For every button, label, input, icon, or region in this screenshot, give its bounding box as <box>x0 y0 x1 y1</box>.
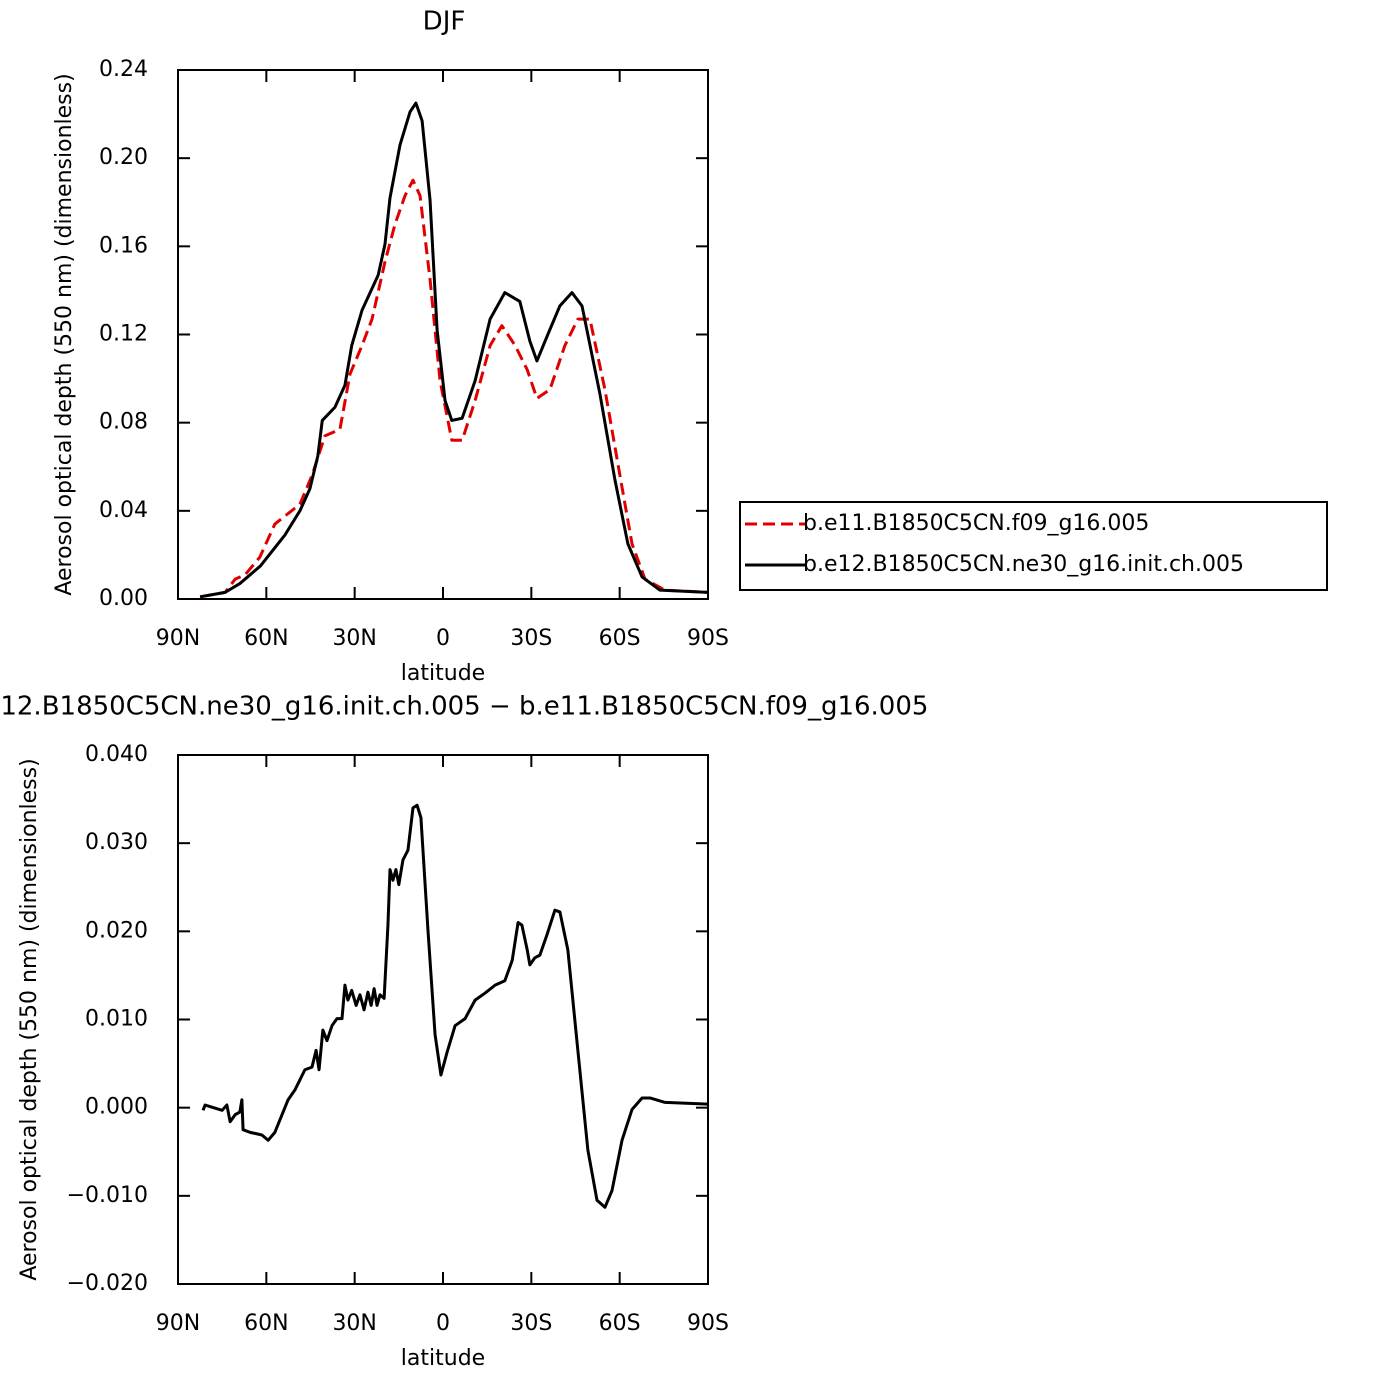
x-tick-label: 30N <box>332 1311 376 1336</box>
data-line <box>199 101 709 599</box>
x-tick-label: 60N <box>244 1311 288 1336</box>
x-tick-label: 60N <box>244 626 288 651</box>
y-tick-label: 0.000 <box>85 1095 148 1120</box>
legend-label: b.e12.B1850C5CN.ne30_g16.init.ch.005 <box>803 552 1244 577</box>
data-line <box>201 803 709 1209</box>
x-tick-label: 0 <box>436 626 450 651</box>
x-tick-label: 60S <box>599 1311 641 1336</box>
y-tick-label: 0.20 <box>99 145 148 170</box>
y-tick-label: 0.12 <box>99 322 148 347</box>
y-tick-label: 0.010 <box>85 1007 148 1032</box>
y-tick-label: 0.040 <box>85 742 148 767</box>
x-tick-label: 30N <box>332 626 376 651</box>
x-tick-label: 90N <box>156 626 200 651</box>
x-tick-label: 30S <box>510 626 552 651</box>
y-axis-label: Aerosol optical depth (550 nm) (dimensio… <box>17 758 42 1280</box>
legend-box <box>739 501 1328 591</box>
y-tick-label: −0.010 <box>67 1183 148 1208</box>
y-tick-label: 0.16 <box>99 233 148 258</box>
y-tick-label: 0.04 <box>99 498 148 523</box>
y-tick-label: 0.24 <box>99 57 148 82</box>
x-tick-label: 90S <box>687 1311 729 1336</box>
x-tick-label: 0 <box>436 1311 450 1336</box>
x-axis-label: latitude <box>401 661 485 686</box>
plot-frame <box>177 754 709 1285</box>
x-tick-label: 90S <box>687 626 729 651</box>
x-tick-label: 30S <box>510 1311 552 1336</box>
x-axis-label: latitude <box>401 1346 485 1371</box>
chart-title: DJF <box>423 7 466 37</box>
y-axis-label: Aerosol optical depth (550 nm) (dimensio… <box>52 73 77 595</box>
data-line <box>199 178 709 599</box>
y-tick-label: 0.08 <box>99 410 148 435</box>
y-tick-label: 0.00 <box>99 586 148 611</box>
legend-label: b.e11.B1850C5CN.f09_g16.005 <box>803 511 1149 536</box>
y-tick-label: 0.030 <box>85 830 148 855</box>
y-tick-label: −0.020 <box>67 1271 148 1296</box>
y-tick-label: 0.020 <box>85 918 148 943</box>
x-tick-label: 60S <box>599 626 641 651</box>
x-tick-label: 90N <box>156 1311 200 1336</box>
chart-title: b.e12.B1850C5CN.ne30_g16.init.ch.005 − b… <box>0 692 928 722</box>
